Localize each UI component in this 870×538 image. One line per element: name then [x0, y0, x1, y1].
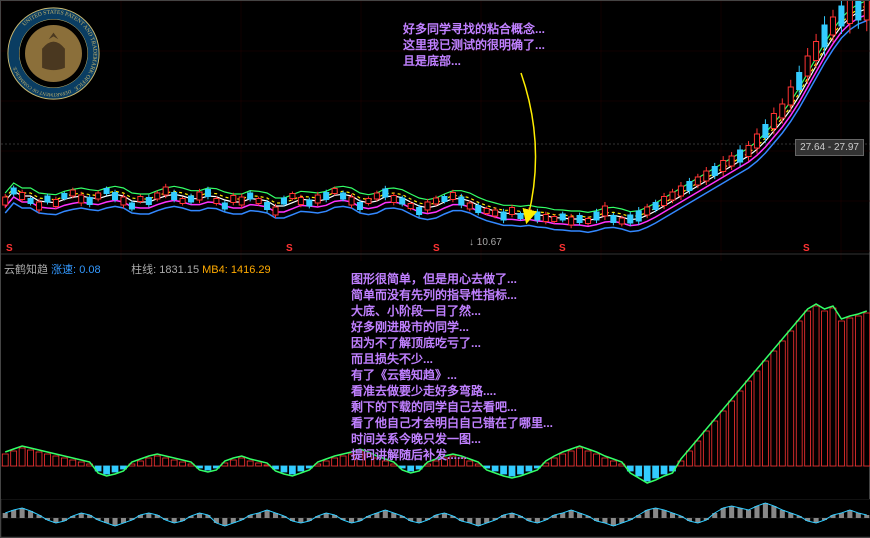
svg-text:S: S — [6, 243, 13, 254]
svg-text:S: S — [433, 243, 440, 254]
svg-text:S: S — [559, 243, 566, 254]
price-range-label: 27.64 - 27.97 — [795, 139, 864, 156]
bottom-oscillator-chart — [1, 499, 870, 537]
low-price-marker: ↓ 10.67 — [469, 237, 502, 248]
svg-text:S: S — [803, 243, 810, 254]
uspto-seal-watermark: UNITED STATES PATENT AND TRADEMARK OFFIC… — [6, 6, 101, 101]
annotation-top: 好多同学寻找的粘合概念...这里我已测试的很明确了...且是底部... — [403, 21, 683, 69]
svg-text:S: S — [286, 243, 293, 254]
trading-chart-window: S S S S S UNITED STATES PATENT AND TRADEMARK… — [0, 0, 870, 538]
annotation-middle: 图形很简单，但是用心去做了...简单而没有先列的指导性指标...大底、小阶段一目… — [351, 271, 671, 463]
